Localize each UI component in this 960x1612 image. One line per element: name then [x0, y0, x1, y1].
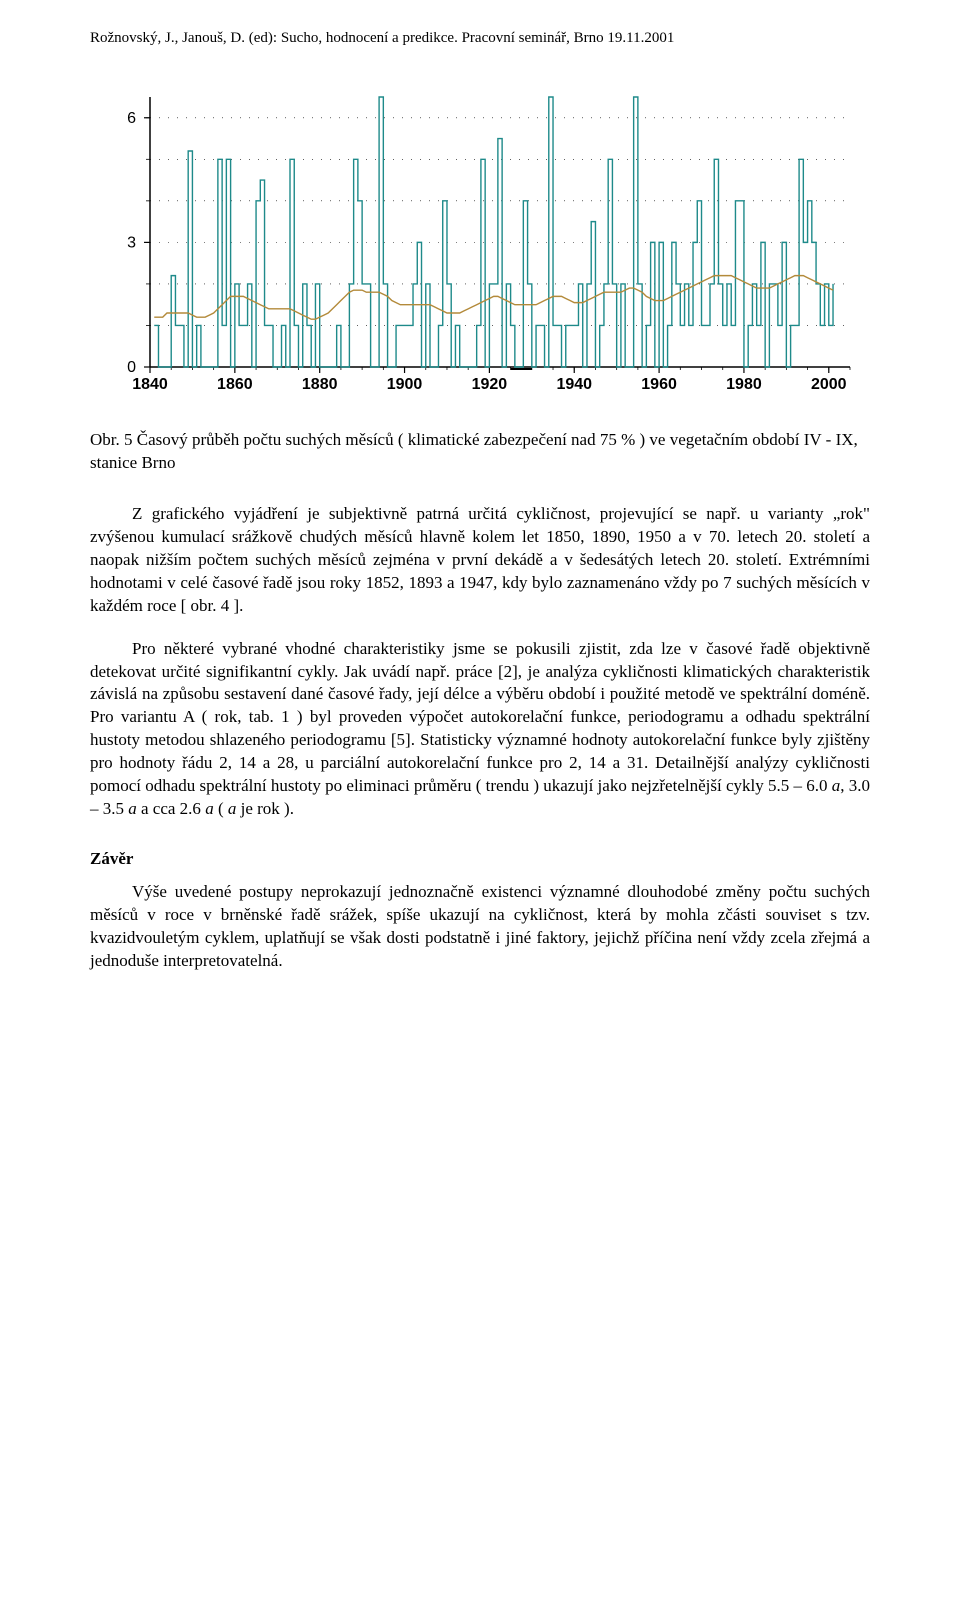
section-heading: Závěr	[90, 849, 870, 869]
page-header: Rožnovský, J., Janouš, D. (ed): Sucho, h…	[90, 30, 870, 47]
svg-text:1860: 1860	[217, 376, 253, 393]
chart-container: 0 3 6 1840 1860 1880 1900 1920 1940 1960 1980 2000	[90, 87, 870, 397]
svg-text:1920: 1920	[472, 376, 508, 393]
svg-text:1940: 1940	[556, 376, 592, 393]
time-series-chart: 0 3 6 1840 1860 1880 1900 1920 1940 1960 1980 2000	[100, 87, 860, 397]
svg-text:0: 0	[127, 359, 136, 376]
svg-text:6: 6	[127, 110, 136, 127]
svg-text:1980: 1980	[726, 376, 762, 393]
figure-caption: Obr. 5 Časový průběh počtu suchých měsíc…	[90, 429, 870, 475]
p2-text-d: (	[214, 799, 228, 818]
svg-text:3: 3	[127, 234, 136, 251]
ital-a-1: a	[832, 776, 841, 795]
p2-text-c: a cca 2.6	[137, 799, 205, 818]
p2-text-e: je rok ).	[236, 799, 294, 818]
paragraph-2: Pro některé vybrané vhodné charakteristi…	[90, 638, 870, 822]
svg-text:1900: 1900	[387, 376, 423, 393]
p2-text-a: Pro některé vybrané vhodné charakteristi…	[90, 639, 870, 796]
ital-a-2: a	[128, 799, 137, 818]
svg-text:1880: 1880	[302, 376, 338, 393]
svg-text:1840: 1840	[132, 376, 168, 393]
paragraph-1: Z grafického vyjádření je subjektivně pa…	[90, 503, 870, 618]
svg-text:2000: 2000	[811, 376, 847, 393]
svg-text:1960: 1960	[641, 376, 677, 393]
ital-a-3: a	[205, 799, 214, 818]
paragraph-3: Výše uvedené postupy neprokazují jednozn…	[90, 881, 870, 973]
